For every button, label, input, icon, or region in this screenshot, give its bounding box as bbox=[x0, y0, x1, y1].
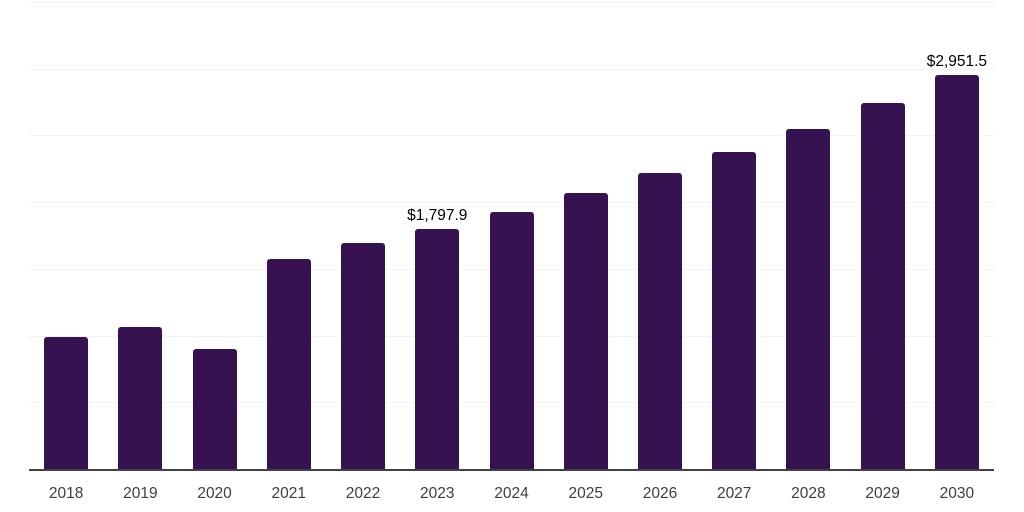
x-tick-label-2024: 2024 bbox=[494, 485, 529, 502]
bar-2025 bbox=[563, 192, 608, 469]
x-tick-label-2026: 2026 bbox=[642, 485, 678, 502]
bar-2021 bbox=[266, 258, 311, 469]
gridline-3500 bbox=[29, 2, 994, 3]
x-tick-label-2023: 2023 bbox=[420, 485, 455, 502]
x-tick-label-2030: 2030 bbox=[939, 485, 975, 502]
x-axis-labels: 2018 2019 2020 2021 2022 2023 2024 2025 2026 2027… bbox=[29, 486, 994, 506]
x-tick-label-2019: 2019 bbox=[123, 485, 158, 502]
x-tick-label-2025: 2025 bbox=[568, 485, 603, 502]
bar-2020 bbox=[192, 348, 237, 469]
x-tick-label-2022: 2022 bbox=[345, 485, 381, 502]
bar-2028 bbox=[786, 128, 831, 469]
bar-2018 bbox=[44, 336, 89, 469]
x-tick-label-2028: 2028 bbox=[791, 485, 826, 502]
x-tick-label-2029: 2029 bbox=[865, 485, 900, 502]
x-tick-label-2018: 2018 bbox=[48, 485, 84, 502]
bar-2030 bbox=[934, 75, 979, 469]
plot-area: $1,797.9 $2,951.5 bbox=[29, 2, 994, 471]
x-tick-label-2027: 2027 bbox=[716, 485, 752, 502]
gridline-2500 bbox=[29, 135, 994, 137]
bar-2019 bbox=[118, 326, 163, 469]
gridline-3000 bbox=[29, 68, 994, 70]
bar-2027 bbox=[712, 152, 757, 469]
x-tick-label-2021: 2021 bbox=[271, 485, 307, 502]
x-tick-label-2020: 2020 bbox=[197, 485, 232, 502]
bar-2026 bbox=[637, 172, 682, 469]
bar-2024 bbox=[489, 212, 534, 469]
bar-2023 bbox=[415, 229, 460, 469]
gridline-2000 bbox=[29, 202, 994, 204]
bar-2022 bbox=[341, 242, 386, 469]
value-label-2030: $2,951.5 bbox=[926, 52, 988, 70]
value-label-2023: $1,797.9 bbox=[407, 206, 468, 224]
bar-2029 bbox=[860, 102, 905, 469]
